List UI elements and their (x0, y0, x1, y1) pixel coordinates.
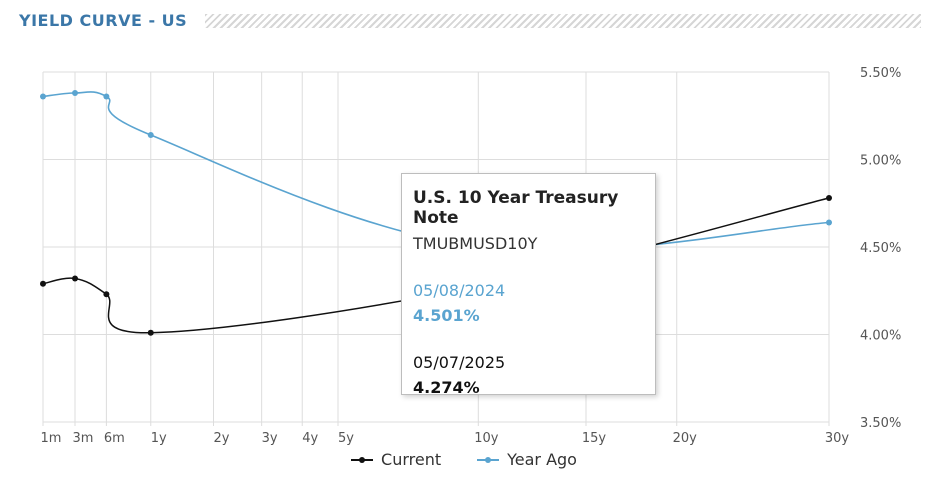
legend-label-year-ago: Year Ago (507, 450, 577, 469)
x-tick-label: 10y (474, 431, 499, 446)
y-tick-label: 4.00% (860, 329, 901, 344)
x-tick-label: 30y (825, 431, 850, 446)
data-point-year-ago (826, 219, 832, 226)
tooltip-current-date: 05/07/2025 (413, 353, 506, 372)
x-tick-label: 1y (151, 431, 167, 446)
legend-item-year-ago[interactable]: Year Ago (477, 450, 577, 469)
data-point-current (826, 195, 832, 201)
chart-title: YIELD CURVE - US (19, 11, 188, 30)
data-point-year-ago (40, 93, 46, 100)
data-point-year-ago (147, 132, 154, 138)
tooltip-current-value: 4.274% (413, 378, 480, 397)
title-hatch-decoration (205, 14, 921, 28)
data-point-current (72, 275, 79, 282)
tooltip: U.S. 10 Year Treasury Note TMUBMUSD10Y 0… (401, 173, 656, 397)
data-point-year-ago (103, 93, 110, 100)
y-tick-label: 4.50% (860, 241, 901, 256)
x-tick-label: 15y (582, 431, 607, 446)
y-tick-label: 5.00% (860, 154, 901, 169)
legend-item-current[interactable]: Current (351, 450, 441, 469)
legend-swatch-year-ago (477, 454, 500, 466)
x-tick-label: 6m (104, 431, 125, 446)
x-tick-label: 5y (338, 431, 354, 446)
legend-swatch-current (351, 454, 374, 466)
data-point-year-ago (72, 90, 79, 96)
data-point-current (103, 291, 110, 298)
x-tick-label: 1m (41, 431, 62, 446)
y-tick-label: 5.50% (860, 66, 901, 81)
y-tick-label: 3.50% (860, 416, 901, 431)
x-tick-label: 3y (262, 431, 278, 446)
legend: Current Year Ago (0, 450, 928, 469)
data-point-current (40, 280, 46, 287)
tooltip-title: U.S. 10 Year Treasury Note (413, 188, 619, 228)
x-tick-label: 3m (73, 431, 94, 446)
data-point-current (147, 329, 154, 336)
x-tick-label: 2y (214, 431, 230, 446)
tooltip-year-ago-value: 4.501% (413, 306, 480, 325)
legend-label-current: Current (381, 450, 442, 469)
tooltip-symbol: TMUBMUSD10Y (413, 234, 538, 253)
tooltip-year-ago-date: 05/08/2024 (413, 281, 506, 300)
x-tick-label: 4y (302, 431, 318, 446)
x-tick-label: 20y (673, 431, 698, 446)
